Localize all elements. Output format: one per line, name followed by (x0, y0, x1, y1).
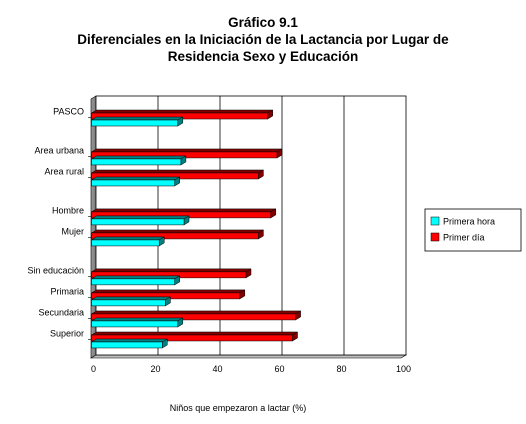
bar-top-face (90, 275, 181, 280)
legend-label: Primer día (443, 233, 485, 243)
bar-primera-hora (91, 341, 163, 349)
bar-primera-hora (91, 218, 185, 226)
legend: Primera hora Primer día (424, 208, 522, 252)
bar-top-face (90, 148, 283, 153)
bar-top-face (90, 229, 265, 234)
y-category-label: Sin educación (27, 265, 84, 275)
legend-swatch (430, 232, 440, 242)
plot-floor (89, 354, 408, 359)
x-tick-label: 40 (212, 364, 222, 374)
bar-primer-dia (91, 313, 296, 321)
bar-top-face (90, 155, 187, 160)
chart-title-line-2: Diferenciales en la Iniciación de la Lac… (77, 32, 449, 47)
bar-primera-hora (91, 278, 175, 286)
chart-title-line-3: Residencia Sexo y Educación (167, 49, 359, 64)
bar-primera-hora (91, 299, 166, 307)
legend-label: Primera hora (443, 217, 495, 227)
y-category-label: Secundaria (38, 307, 84, 317)
bar-primera-hora (91, 119, 179, 127)
bar-primera-hora (91, 320, 179, 328)
bar-top-face (90, 331, 299, 336)
bar-top-face (90, 236, 166, 241)
bar-top-face (90, 169, 265, 174)
plot-area: 0 20 40 60 80 100 PASCO Area urbana Area rural Ho… (27, 95, 411, 374)
chart-title: Gráfico 9.1 Diferenciales en la Iniciaci… (0, 14, 526, 65)
y-category-label: Hombre (52, 205, 84, 215)
x-tick-label: 80 (336, 364, 346, 374)
bar-primera-hora (91, 158, 182, 166)
x-tick-label: 100 (396, 364, 411, 374)
bar-top-face (90, 296, 172, 301)
bar-primer-dia (91, 334, 293, 342)
bar-top-face (90, 310, 302, 315)
x-tick-label: 20 (150, 364, 160, 374)
chart-title-line-1: Gráfico 9.1 (228, 15, 298, 30)
bar-top-face (90, 109, 274, 114)
x-tick-label: 60 (274, 364, 284, 374)
bar-top-face (90, 268, 252, 273)
bar-primera-hora (91, 179, 175, 187)
bar-top-face (90, 215, 190, 220)
bar-top-face (90, 338, 169, 343)
y-category-label: Primaria (50, 286, 84, 296)
y-category-label: Mujer (61, 226, 84, 236)
bar-primera-hora (91, 239, 160, 247)
y-category-label: Area urbana (34, 145, 84, 155)
bar-top-face (90, 317, 184, 322)
x-tick-label: 0 (91, 364, 96, 374)
y-category-label: Area rural (44, 166, 84, 176)
x-axis-title: Niños que empezaron a lactar (%) (170, 403, 307, 413)
y-category-label: PASCO (53, 107, 84, 117)
legend-swatch (430, 216, 440, 226)
bar-top-face (90, 176, 181, 181)
bar-top-face (90, 289, 246, 294)
bar-primer-dia (91, 232, 259, 240)
y-category-label: Superior (50, 328, 84, 338)
bar-top-face (90, 116, 184, 121)
bar-top-face (90, 208, 277, 213)
legend-box (424, 208, 522, 252)
